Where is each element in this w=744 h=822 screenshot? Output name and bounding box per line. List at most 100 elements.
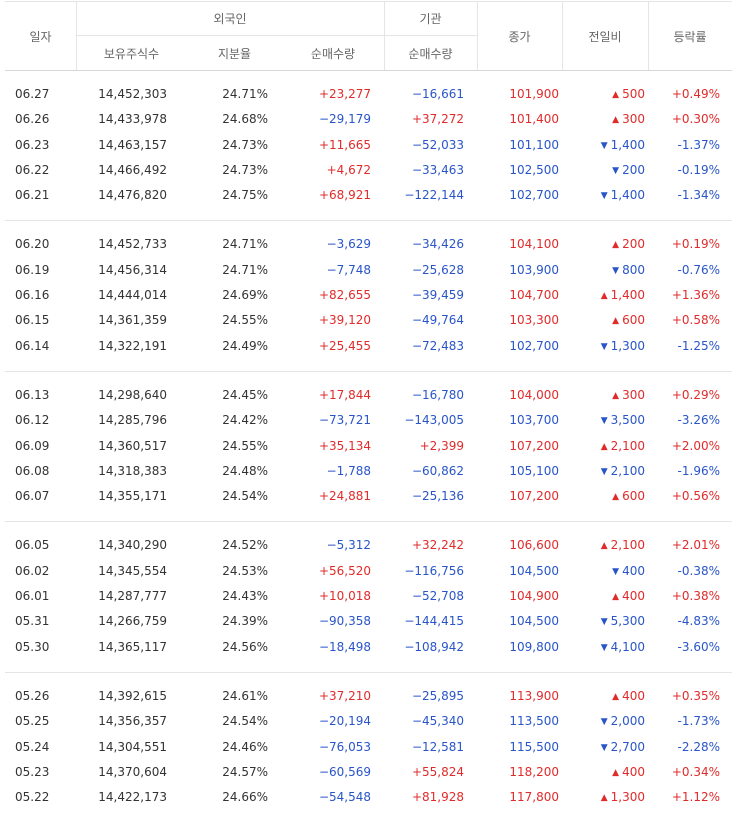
inst-net-cell: −72,483 — [411, 338, 464, 353]
change-value: 1,400 — [610, 288, 645, 303]
change-value: 1,400 — [610, 137, 645, 152]
foreign-net-cell: +10,018 — [318, 589, 371, 604]
inst-net-cell: −52,708 — [411, 589, 464, 604]
foreign-net-cell: +24,881 — [318, 489, 371, 504]
foreign-net-cell: −60,569 — [318, 764, 371, 779]
rate-cell: +0.30% — [671, 112, 720, 127]
change-value: 5,300 — [610, 614, 645, 629]
close-price-cell: 118,200 — [509, 764, 559, 779]
table-row: 06.22 14,466,492 24.73% +4,672 −33,463 102,50… — [5, 158, 732, 183]
change-value: 300 — [622, 112, 645, 127]
close-price-cell: 101,400 — [509, 112, 559, 127]
change-value: 800 — [622, 262, 645, 277]
change-cell: ▲ 300 — [612, 383, 645, 410]
change-value: 400 — [622, 589, 645, 604]
inst-net-cell: −16,780 — [411, 387, 464, 402]
close-price-cell: 106,600 — [509, 538, 559, 553]
close-price-cell: 102,700 — [509, 188, 559, 203]
holdings-cell: 14,266,759 — [98, 614, 167, 629]
close-price-cell: 107,200 — [509, 438, 559, 453]
triangle-down-icon: ▼ — [600, 742, 608, 753]
change-value: 400 — [622, 688, 645, 703]
row-group: 06.27 14,452,303 24.71% +23,277 −16,661 101,9… — [5, 71, 732, 222]
close-price-cell: 104,000 — [509, 387, 559, 402]
foreign-net-cell: −20,194 — [318, 714, 371, 729]
close-price-cell: 105,100 — [509, 463, 559, 478]
ratio-cell: 24.75% — [222, 188, 268, 203]
triangle-up-icon: ▲ — [612, 115, 620, 126]
triangle-up-icon: ▲ — [612, 316, 620, 327]
table-row: 06.14 14,322,191 24.49% +25,455 −72,483 102,7… — [5, 334, 732, 359]
change-cell: ▲ 600 — [612, 484, 645, 511]
ratio-cell: 24.54% — [222, 714, 268, 729]
date-cell: 06.02 — [15, 563, 50, 578]
rate-cell: -4.83% — [677, 614, 720, 629]
table-row: 06.01 14,287,777 24.43% +10,018 −52,708 104,9… — [5, 584, 732, 609]
rate-cell: +0.38% — [671, 589, 720, 604]
triangle-down-icon: ▼ — [600, 416, 608, 427]
rate-cell: +0.35% — [671, 688, 720, 703]
change-cell: ▲ 2,100 — [601, 434, 645, 461]
triangle-down-icon: ▼ — [600, 140, 608, 151]
foreign-net-cell: −54,548 — [318, 790, 371, 805]
change-cell: ▼ 2,100 — [601, 459, 645, 486]
date-cell: 05.25 — [15, 714, 50, 729]
header-holdings: 보유주식수 — [103, 46, 160, 61]
table-row: 06.02 14,345,554 24.53% +56,520 −116,756 104,… — [5, 559, 732, 584]
date-cell: 06.09 — [15, 438, 50, 453]
triangle-up-icon: ▲ — [600, 793, 608, 804]
change-value: 200 — [622, 237, 645, 252]
holdings-cell: 14,365,117 — [98, 639, 167, 654]
holdings-cell: 14,298,640 — [98, 387, 167, 402]
header-date: 일자 — [29, 29, 52, 44]
close-price-cell: 103,700 — [509, 413, 559, 428]
date-cell: 06.22 — [15, 162, 50, 177]
rate-cell: +1.12% — [671, 790, 720, 805]
inst-net-cell: −33,463 — [411, 162, 464, 177]
change-cell: ▼ 1,300 — [601, 334, 645, 361]
date-cell: 06.20 — [15, 237, 50, 252]
table-row: 06.12 14,285,796 24.42% −73,721 −143,005 103,… — [5, 408, 732, 433]
inst-net-cell: −49,764 — [411, 313, 464, 328]
ratio-cell: 24.69% — [222, 288, 268, 303]
triangle-up-icon: ▲ — [612, 492, 620, 503]
date-cell: 06.13 — [15, 387, 50, 402]
foreign-net-cell: −29,179 — [318, 112, 371, 127]
holdings-cell: 14,444,014 — [98, 288, 167, 303]
triangle-down-icon: ▼ — [600, 341, 608, 352]
change-value: 2,100 — [610, 538, 645, 553]
row-group: 05.26 14,392,615 24.61% +37,210 −25,895 113,9… — [5, 673, 732, 822]
change-value: 300 — [622, 387, 645, 402]
ratio-cell: 24.54% — [222, 489, 268, 504]
table-body: 06.27 14,452,303 24.71% +23,277 −16,661 101,9… — [5, 71, 732, 822]
close-price-cell: 102,700 — [509, 338, 559, 353]
change-cell: ▲ 300 — [612, 107, 645, 134]
date-cell: 06.05 — [15, 538, 50, 553]
holdings-cell: 14,285,796 — [98, 413, 167, 428]
ratio-cell: 24.73% — [222, 162, 268, 177]
date-cell: 06.15 — [15, 313, 50, 328]
date-cell: 06.16 — [15, 288, 50, 303]
ratio-cell: 24.43% — [222, 589, 268, 604]
foreign-net-cell: −1,788 — [326, 463, 371, 478]
ratio-cell: 24.71% — [222, 262, 268, 277]
holdings-cell: 14,355,171 — [98, 489, 167, 504]
triangle-up-icon: ▲ — [600, 541, 608, 552]
change-cell: ▲ 2,100 — [601, 533, 645, 560]
change-value: 200 — [622, 162, 645, 177]
holdings-cell: 14,463,157 — [98, 137, 167, 152]
table-row: 06.20 14,452,733 24.71% −3,629 −34,426 104,10… — [5, 232, 732, 257]
header-foreign: 외국인 — [213, 12, 247, 26]
foreign-net-cell: +56,520 — [318, 563, 371, 578]
table-header: 일자 외국인 기관 보유주식수 지분율 순매수량 순매수량 종가 전일비 등락률 — [5, 1, 732, 71]
holdings-cell: 14,456,314 — [98, 262, 167, 277]
holdings-cell: 14,392,615 — [98, 688, 167, 703]
close-price-cell: 101,100 — [509, 137, 559, 152]
date-cell: 05.24 — [15, 739, 50, 754]
close-price-cell: 103,900 — [509, 262, 559, 277]
table-row: 06.16 14,444,014 24.69% +82,655 −39,459 104,7… — [5, 283, 732, 308]
triangle-up-icon: ▲ — [612, 90, 620, 100]
holdings-cell: 14,360,517 — [98, 438, 167, 453]
foreign-net-cell: +23,277 — [318, 87, 371, 101]
change-value: 600 — [622, 489, 645, 504]
